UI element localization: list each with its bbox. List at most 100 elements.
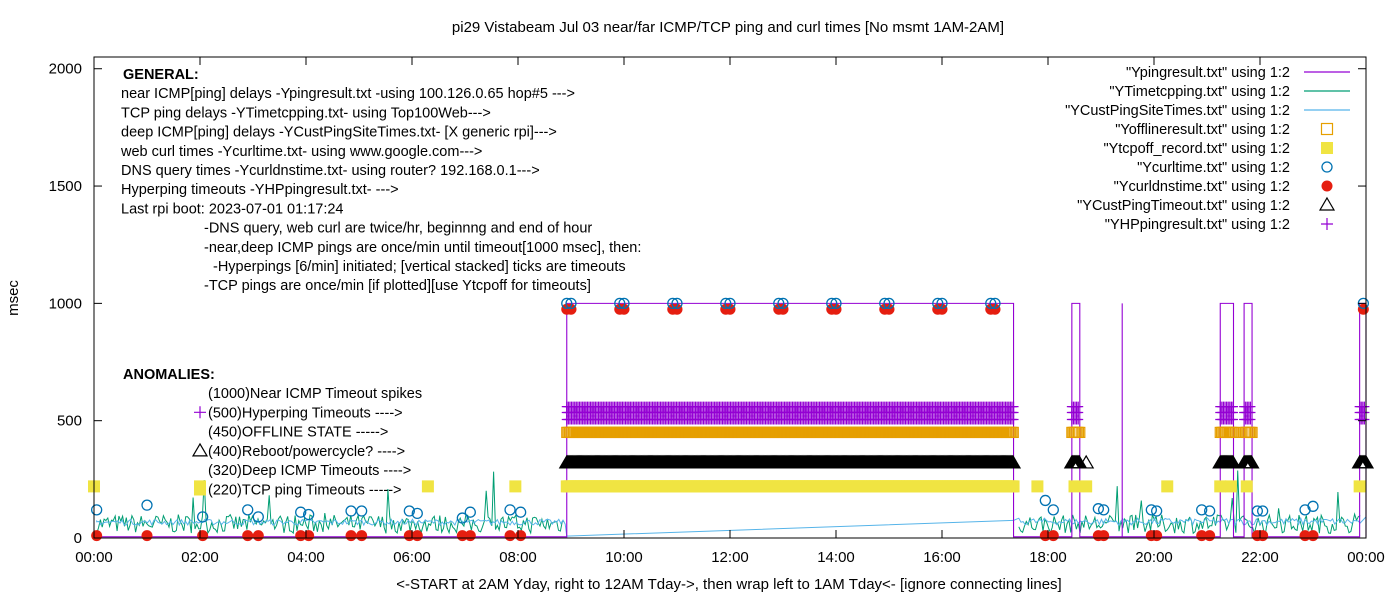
hyperping-marker	[1073, 401, 1084, 412]
curl-point	[196, 511, 209, 523]
dns-point	[252, 530, 264, 542]
curl-point	[91, 504, 103, 516]
legend-label: "Ytcpoff_record.txt" using 1:2	[1103, 141, 1290, 157]
tcpoff-marker	[1240, 480, 1253, 493]
anomaly-item: (220)TCP ping Timeouts ----->	[208, 483, 402, 499]
general-note: -near,deep ICMP pings are once/min until…	[204, 240, 641, 256]
x-tick-label: 08:00	[499, 549, 537, 566]
x-tick-label: 12:00	[711, 549, 749, 566]
curl-point	[1098, 504, 1110, 516]
tcpoff-marker	[1068, 480, 1081, 493]
dns-point	[345, 530, 357, 542]
dns-point	[1307, 530, 1319, 542]
curl-point	[504, 504, 516, 516]
curl-point	[456, 512, 469, 524]
tcpoff-marker	[1007, 480, 1020, 493]
curl-point	[773, 297, 785, 310]
series-deep-icmp-line	[96, 516, 1367, 537]
x-tick-label: 14:00	[817, 549, 855, 566]
curl-point	[671, 297, 683, 310]
offline-marker	[1007, 426, 1019, 439]
dns-point	[411, 530, 423, 542]
anomaly-square-marker	[194, 483, 206, 496]
dns-point	[504, 530, 516, 542]
series-tcp-ping-line	[96, 470, 1361, 535]
dns-point	[618, 303, 630, 315]
hyperping-marker	[1359, 401, 1370, 412]
dns-point	[1257, 530, 1269, 542]
dns-point	[883, 303, 895, 315]
curl-point	[302, 508, 315, 521]
curl-point	[936, 297, 948, 310]
dns-point	[91, 530, 103, 542]
dns-point	[777, 303, 789, 315]
curl-point	[141, 499, 153, 511]
anomalies-heading: ANOMALIES:	[123, 367, 215, 383]
anomaly-item: (320)Deep ICMP Timeouts ---->	[208, 463, 411, 479]
x-tick-label: 18:00	[1029, 549, 1067, 566]
legend-filled-square	[1321, 142, 1333, 154]
legend-label: "Ypingresult.txt" using 1:2	[1126, 65, 1290, 81]
legend-open-square	[1320, 122, 1334, 136]
general-note: TCP ping delays -YTimetcpping.txt- using…	[121, 105, 491, 121]
anomaly-item: (1000)Near ICMP Timeout spikes	[208, 386, 422, 402]
dns-point	[197, 530, 209, 542]
deep-icmp-timeout-marker	[1004, 454, 1022, 469]
general-note: DNS query times -Ycurldnstime.txt- using…	[121, 163, 540, 179]
anomaly-plus-marker	[194, 406, 206, 419]
y-tick-label: 1000	[49, 295, 82, 312]
dns-point	[303, 530, 315, 542]
curl-point	[1307, 500, 1319, 512]
x-tick-label: 00:00	[1347, 549, 1385, 566]
general-note: web curl times -Ycurltime.txt- using www…	[120, 144, 482, 160]
offline-marker	[1246, 426, 1258, 439]
curl-point	[1145, 504, 1157, 516]
x-tick-label: 02:00	[181, 549, 219, 566]
general-note: Hyperping timeouts -YHPpingresult.txt- -…	[121, 182, 399, 198]
curl-point	[826, 297, 838, 310]
tcpoff-marker	[1214, 480, 1227, 493]
curl-point	[1196, 504, 1208, 516]
general-note: Last rpi boot: 2023-07-01 01:17:24	[121, 201, 344, 217]
tcpoff-marker	[1161, 480, 1174, 493]
x-tick-label: 06:00	[393, 549, 431, 566]
legend-label: "YHPpingresult.txt" using 1:2	[1105, 217, 1290, 233]
offline-marker	[1074, 426, 1086, 439]
tcpoff-marker	[509, 480, 522, 493]
curl-point	[252, 511, 264, 523]
y-tick-label: 500	[57, 413, 82, 430]
curl-point	[565, 297, 577, 310]
hyperping-marker	[1008, 401, 1019, 412]
curl-point	[614, 297, 626, 310]
dns-point	[724, 303, 736, 315]
legend: "Ypingresult.txt" using 1:2 "YTimetcpping…	[1065, 65, 1350, 233]
curl-point	[411, 507, 423, 520]
hyperping-marker	[1227, 401, 1238, 412]
curl-point	[618, 297, 630, 310]
dns-point	[936, 303, 948, 315]
dns-point	[1204, 530, 1216, 542]
dns-point	[1047, 530, 1059, 542]
tcpoff-marker	[1080, 480, 1093, 493]
curl-point	[1039, 494, 1051, 507]
curl-point	[667, 297, 679, 310]
dns-point	[356, 530, 368, 542]
dns-point	[565, 303, 577, 315]
curl-point	[830, 297, 842, 310]
axis-layer: 0 500 1000 1500 2000 00:00 02:00 04:00 06:00 08:0…	[49, 56, 1385, 566]
general-note: near ICMP[ping] delays -Ypingresult.txt …	[121, 86, 575, 102]
general-heading: GENERAL:	[123, 67, 199, 83]
legend-filled-circle	[1321, 180, 1333, 192]
curl-point	[355, 505, 368, 517]
legend-open-triangle	[1318, 196, 1336, 211]
curl-point	[777, 297, 789, 310]
curl-point	[1092, 503, 1104, 515]
curl-point	[1251, 505, 1263, 517]
legend-label: "YCustPingTimeout.txt" using 1:2	[1077, 198, 1290, 214]
x-tick-label: 20:00	[1135, 549, 1173, 566]
curl-point	[1257, 505, 1269, 517]
curl-point	[403, 505, 416, 517]
dns-point	[141, 530, 153, 542]
legend-label: "YTimetcpping.txt" using 1:2	[1109, 84, 1290, 100]
